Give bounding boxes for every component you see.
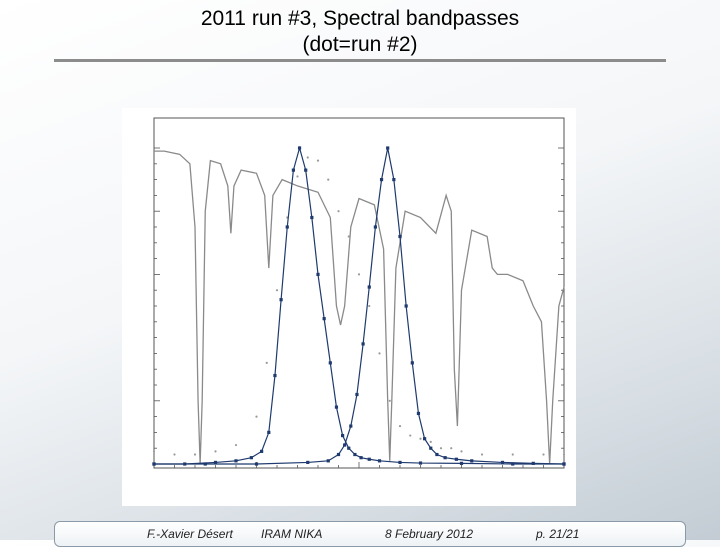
bandpass-point <box>304 168 308 172</box>
run2-point <box>296 175 299 178</box>
bandpass-point <box>353 452 357 457</box>
bandpass-point <box>273 373 277 378</box>
run2-point <box>368 304 371 308</box>
bandpass-point <box>279 298 283 302</box>
plot-frame <box>153 117 565 469</box>
footer-bar: F.-Xavier Désert IRAM NIKA 8 February 20… <box>54 521 686 547</box>
bandpass-point <box>418 461 423 465</box>
bandpass-point <box>398 460 402 465</box>
bandpass-point <box>334 405 339 409</box>
bandpass-point <box>152 462 156 466</box>
bandpass-point <box>347 446 351 450</box>
bandpass-point <box>454 457 458 461</box>
run2-point <box>234 443 238 447</box>
run2-point <box>450 447 453 450</box>
bandpass-point <box>379 178 384 182</box>
bandpass-point <box>404 304 408 308</box>
bandpass-point <box>355 392 359 397</box>
slide-title: 2011 run #3, Spectral bandpasses (dot=ru… <box>0 6 720 58</box>
bandpass-point <box>316 272 320 276</box>
bandpass-point <box>203 462 207 466</box>
run2-point <box>429 440 432 443</box>
run2-point <box>275 289 279 292</box>
bandpass-point <box>336 452 341 457</box>
bandpass-point <box>306 460 310 465</box>
run2-point <box>327 178 330 181</box>
run2-point <box>480 453 484 456</box>
bandpass-point <box>267 430 271 434</box>
run2-point <box>347 235 350 238</box>
bandpass-point <box>367 285 371 289</box>
bandpass-point <box>349 424 353 428</box>
bandpass-point <box>459 461 464 465</box>
bandpass-point <box>373 225 377 229</box>
run2-point <box>306 156 309 159</box>
bandpass-point <box>416 411 421 416</box>
run2-point <box>378 352 381 355</box>
series-layer <box>152 145 566 466</box>
bandpass-plot <box>122 108 576 506</box>
atmosphere-transmission-line <box>154 150 565 465</box>
footer-institute: IRAM NIKA <box>261 527 323 541</box>
bandpass-point <box>377 459 382 463</box>
bandpass-point <box>367 457 371 461</box>
run2-point <box>337 210 340 213</box>
run2-point <box>542 453 545 456</box>
bandpass-point <box>398 234 402 239</box>
bandpass-point <box>361 342 365 346</box>
bandpass-chart-svg <box>152 117 566 469</box>
bandpass-point <box>531 461 535 465</box>
footer-page: p. 21/21 <box>536 527 580 541</box>
footer-author: F.-Xavier Désert <box>147 527 233 541</box>
run2-point <box>419 437 422 440</box>
title-divider <box>54 59 666 62</box>
bandpass-line-3 <box>154 147 565 465</box>
bandpass-point <box>410 361 414 365</box>
run2-point <box>214 450 217 453</box>
run2-point <box>409 434 412 437</box>
bandpass-point <box>343 443 347 447</box>
bandpass-point <box>470 459 474 463</box>
run2-point <box>265 361 268 364</box>
bandpass-point <box>254 462 259 466</box>
bandpass-point <box>260 449 264 453</box>
run2-point <box>255 415 258 418</box>
bandpass-point <box>359 456 363 460</box>
bandpass-point <box>322 317 326 321</box>
bandpass-point <box>443 456 447 460</box>
bandpass-point <box>511 462 515 466</box>
bandpass-point <box>310 215 314 220</box>
bandpass-point <box>386 146 390 150</box>
bandpass-point <box>341 433 345 438</box>
bandpass-point <box>326 459 330 463</box>
bandpass-point <box>285 225 289 229</box>
bandpass-point <box>500 460 505 465</box>
slide-title-line2: (dot=run #2) <box>302 33 418 56</box>
bandpass-point <box>423 437 427 441</box>
run2-point <box>460 450 463 453</box>
run2-point <box>316 159 320 162</box>
run2-point <box>562 453 566 456</box>
bandpass-point <box>213 460 218 465</box>
run2-point <box>439 447 443 450</box>
bandpass-point <box>392 178 396 182</box>
bandpass-point <box>435 452 439 457</box>
bandpass-point <box>249 456 253 460</box>
run2-point <box>152 450 156 453</box>
run2-point <box>511 453 514 456</box>
bandpass-point <box>234 459 238 463</box>
run2-point <box>193 453 197 456</box>
bandpass-point <box>297 146 302 150</box>
run2-point <box>398 424 402 428</box>
run2-point <box>388 399 391 402</box>
run2-point <box>357 273 361 276</box>
footer-date: 8 February 2012 <box>385 527 474 541</box>
bandpass-point <box>291 168 295 172</box>
bandpass-point <box>562 462 566 466</box>
slide-title-line1: 2011 run #3, Spectral bandpasses <box>200 7 520 30</box>
run2-point <box>173 453 176 456</box>
bandpass-point <box>328 361 332 365</box>
bandpass-point <box>429 446 433 450</box>
